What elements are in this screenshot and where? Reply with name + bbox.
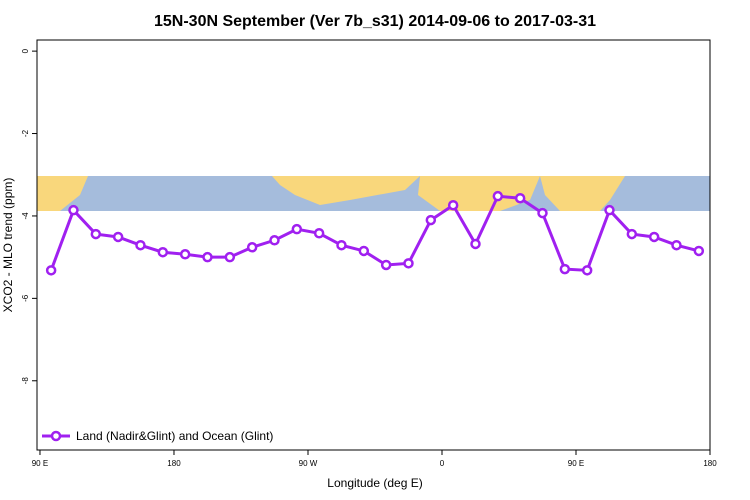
- map-band: [37, 176, 710, 211]
- x-axis-label: Longitude (deg E): [327, 476, 422, 490]
- y-tick-label: -4: [21, 212, 30, 220]
- data-point: [179, 249, 191, 260]
- data-point: [425, 214, 437, 226]
- data-point: [291, 223, 303, 235]
- x-tick-label: 0: [440, 459, 445, 468]
- legend-label: Land (Nadir&Glint) and Ocean (Glint): [76, 429, 273, 443]
- data-point: [90, 228, 102, 240]
- y-axis-label: XCO2 - MLO trend (ppm): [1, 178, 15, 313]
- data-point: [358, 245, 370, 257]
- x-tick-label: 180: [167, 459, 181, 468]
- data-point: [581, 265, 593, 276]
- data-point: [112, 231, 124, 243]
- y-tick-label: -2: [21, 129, 30, 137]
- data-point: [537, 207, 548, 219]
- data-point: [470, 238, 481, 250]
- data-point: [626, 228, 638, 240]
- x-tick-label: 90 E: [32, 459, 48, 468]
- y-tick-label: -8: [21, 377, 30, 385]
- data-point: [403, 258, 414, 269]
- data-point: [224, 251, 236, 263]
- legend-marker: [50, 430, 62, 442]
- data-point: [693, 245, 705, 257]
- data-point: [514, 192, 526, 204]
- data-point: [135, 239, 146, 251]
- plot-frame: [36, 39, 711, 451]
- x-tick-label: 90 W: [299, 459, 318, 468]
- data-point: [559, 263, 571, 275]
- data-point: [45, 265, 57, 276]
- x-tick-label: 180: [703, 459, 717, 468]
- data-point: [604, 204, 615, 216]
- y-tick-label: -6: [21, 294, 30, 302]
- chart-title: 15N-30N September (Ver 7b_s31) 2014-09-0…: [154, 13, 596, 30]
- data-point: [269, 235, 280, 246]
- y-tick-label: 0: [21, 48, 30, 53]
- data-point: [380, 259, 392, 271]
- data-point: [671, 239, 682, 251]
- data-point: [157, 246, 169, 258]
- data-point: [648, 231, 660, 243]
- data-point: [202, 251, 213, 263]
- data-point: [246, 242, 258, 253]
- data-point: [447, 199, 459, 211]
- data-point: [492, 190, 504, 202]
- data-point: [68, 204, 79, 216]
- x-tick-label: 90 E: [568, 459, 584, 468]
- data-point: [313, 228, 325, 239]
- data-point: [336, 239, 347, 251]
